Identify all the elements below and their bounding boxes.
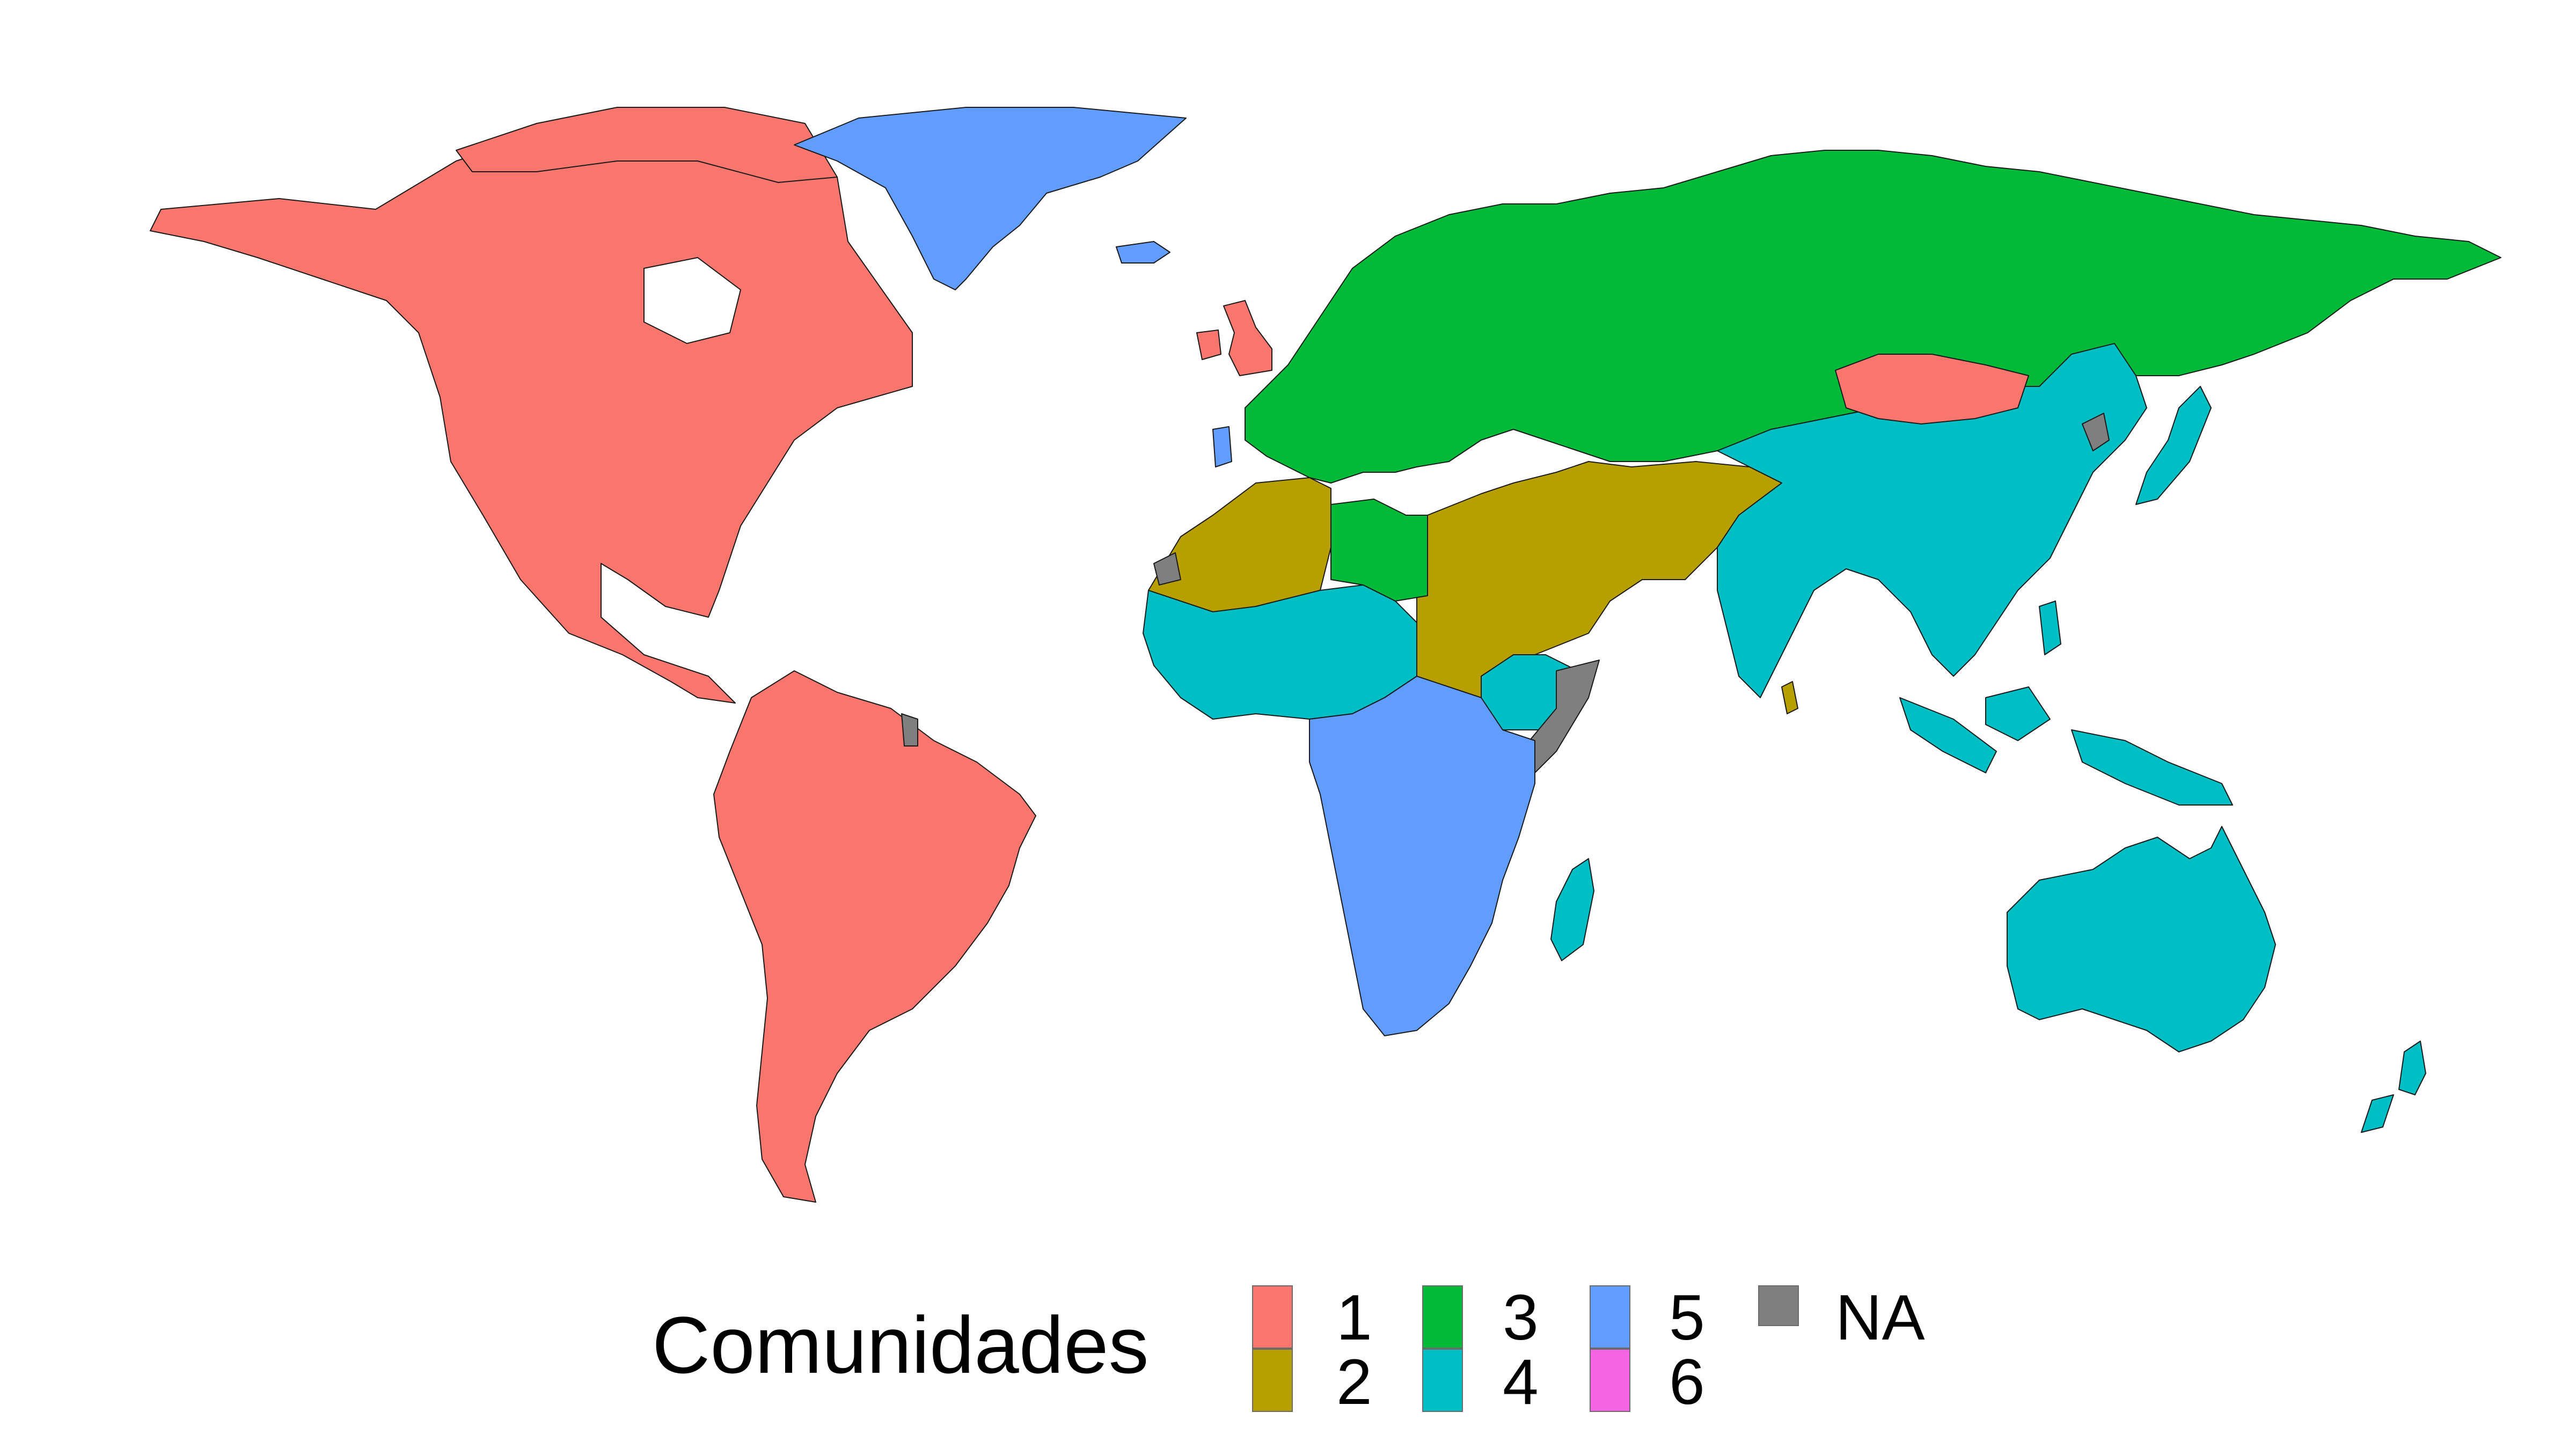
legend-label-2: 2 xyxy=(1336,1350,1372,1414)
region-portugal xyxy=(1213,427,1232,467)
region-west-africa xyxy=(1143,585,1417,719)
region-libya xyxy=(1331,499,1428,601)
legend-label-4: 4 xyxy=(1503,1350,1539,1414)
region-north-america xyxy=(150,107,912,703)
region-japan xyxy=(2136,386,2211,504)
region-uk-ireland xyxy=(1197,301,1272,376)
legend-label-6: 6 xyxy=(1669,1350,1705,1414)
legend-key-1 xyxy=(1252,1285,1293,1349)
legend-title: Comunidades xyxy=(652,1299,1149,1392)
legend-key-6 xyxy=(1590,1349,1630,1412)
region-new-zealand xyxy=(2361,1041,2426,1132)
region-western-sahara xyxy=(1154,553,1181,585)
legend-label-5: 5 xyxy=(1669,1285,1705,1350)
region-sri-lanka xyxy=(1782,682,1798,714)
region-french-guiana xyxy=(902,714,918,746)
legend-key-5 xyxy=(1590,1285,1630,1349)
region-central-southern-africa xyxy=(1309,676,1535,1036)
legend-key-na xyxy=(1758,1285,1799,1326)
world-map xyxy=(0,0,2576,1234)
legend-key-2 xyxy=(1252,1349,1293,1412)
region-south-america xyxy=(714,671,1036,1202)
legend-label-1: 1 xyxy=(1336,1285,1372,1350)
legend-label-na: NA xyxy=(1835,1285,1925,1350)
legend-key-3 xyxy=(1422,1285,1463,1349)
legend-key-4 xyxy=(1422,1349,1463,1412)
region-madagascar xyxy=(1551,859,1594,961)
region-australia xyxy=(2007,826,2275,1052)
world-map-canvas xyxy=(0,0,2576,1234)
legend-label-3: 3 xyxy=(1503,1285,1539,1350)
region-iceland xyxy=(1116,241,1170,263)
